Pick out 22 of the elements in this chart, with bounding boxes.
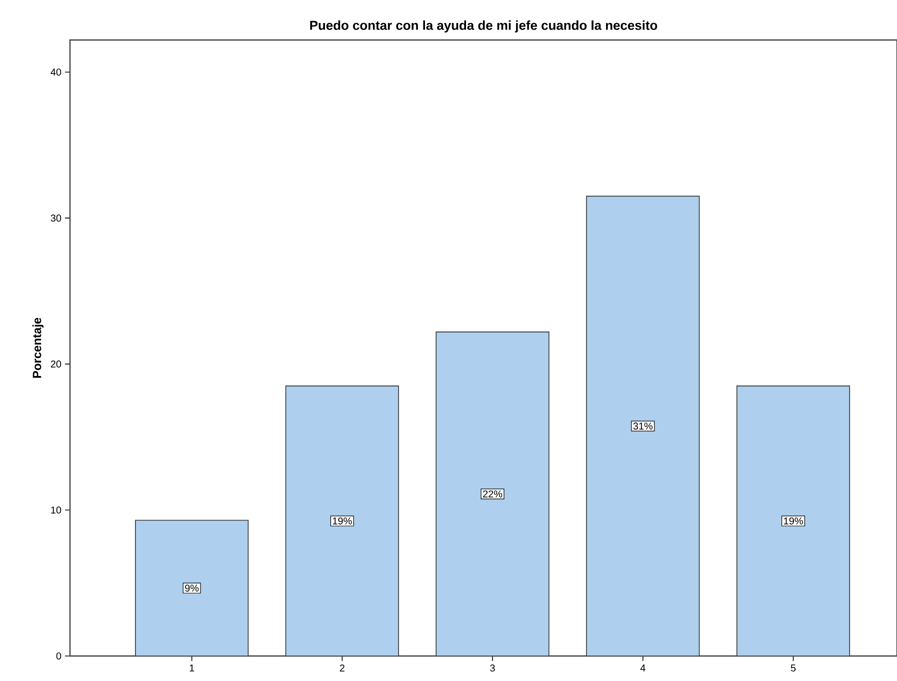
y-tick-label: 30 xyxy=(50,214,62,222)
data-label: 22% xyxy=(483,490,502,498)
bar xyxy=(436,332,549,656)
y-axis-title: Porcentaje xyxy=(32,318,44,378)
x-tick-label: 4 xyxy=(640,664,646,672)
x-tick-label: 3 xyxy=(490,664,495,672)
x-tick-label: 1 xyxy=(190,664,194,672)
data-label: 19% xyxy=(332,517,352,524)
x-tick-label: 5 xyxy=(790,664,796,672)
y-tick-label: 10 xyxy=(51,506,62,514)
bar xyxy=(285,386,399,656)
y-tick-label: 0 xyxy=(56,652,62,660)
bar xyxy=(586,196,700,656)
bar xyxy=(736,386,850,656)
y-tick-label: 40 xyxy=(50,68,62,76)
x-tick-label: 2 xyxy=(340,664,344,672)
y-tick-label: 20 xyxy=(50,360,62,368)
data-label: 9% xyxy=(185,584,199,592)
chart-title: Puedo contar con la ayuda de mi jefe cuando la necesito xyxy=(310,20,658,32)
bar xyxy=(135,520,249,656)
data-label: 31% xyxy=(633,422,653,430)
data-label: 19% xyxy=(784,517,803,524)
